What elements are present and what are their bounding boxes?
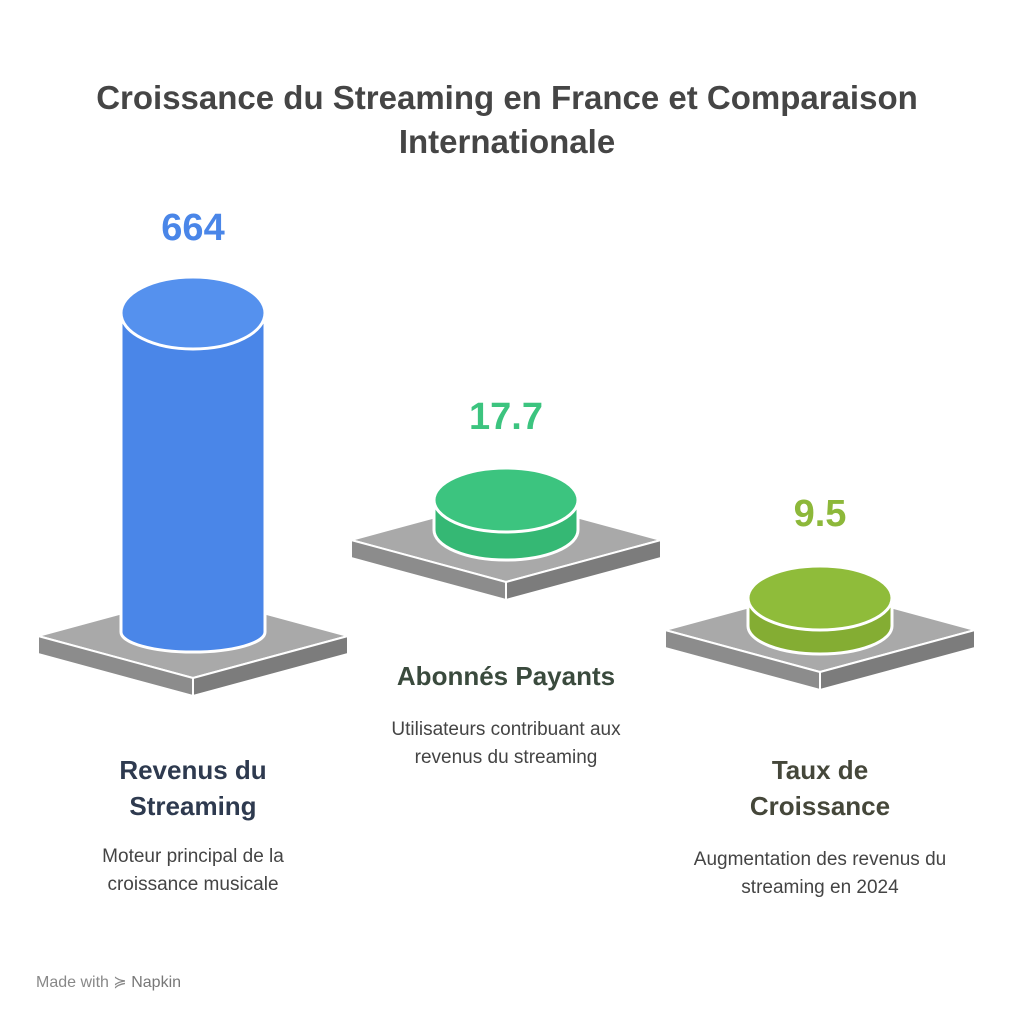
description: Utilisateurs contribuant aux revenus du … — [391, 719, 621, 768]
cylinder — [746, 564, 894, 656]
value: 664 — [161, 207, 225, 249]
title: Croissance du Streaming en France et Com… — [96, 79, 918, 160]
label: Taux de Croissance — [749, 755, 891, 821]
footer-prefix: Made with — [36, 974, 109, 991]
footer-brand: Napkin — [131, 974, 182, 991]
value: 9.5 — [793, 493, 847, 535]
cylinder — [432, 466, 580, 562]
label: Abonnés Payants — [396, 661, 616, 691]
value: 17.7 — [469, 396, 543, 438]
description: Moteur principal de la croissance musica… — [102, 846, 284, 895]
footer: Made with ≽ Napkin — [36, 974, 182, 991]
cylinder — [119, 275, 267, 654]
description: Augmentation des revenus du streaming en… — [693, 849, 947, 898]
label: Revenus du Streaming — [119, 755, 267, 821]
